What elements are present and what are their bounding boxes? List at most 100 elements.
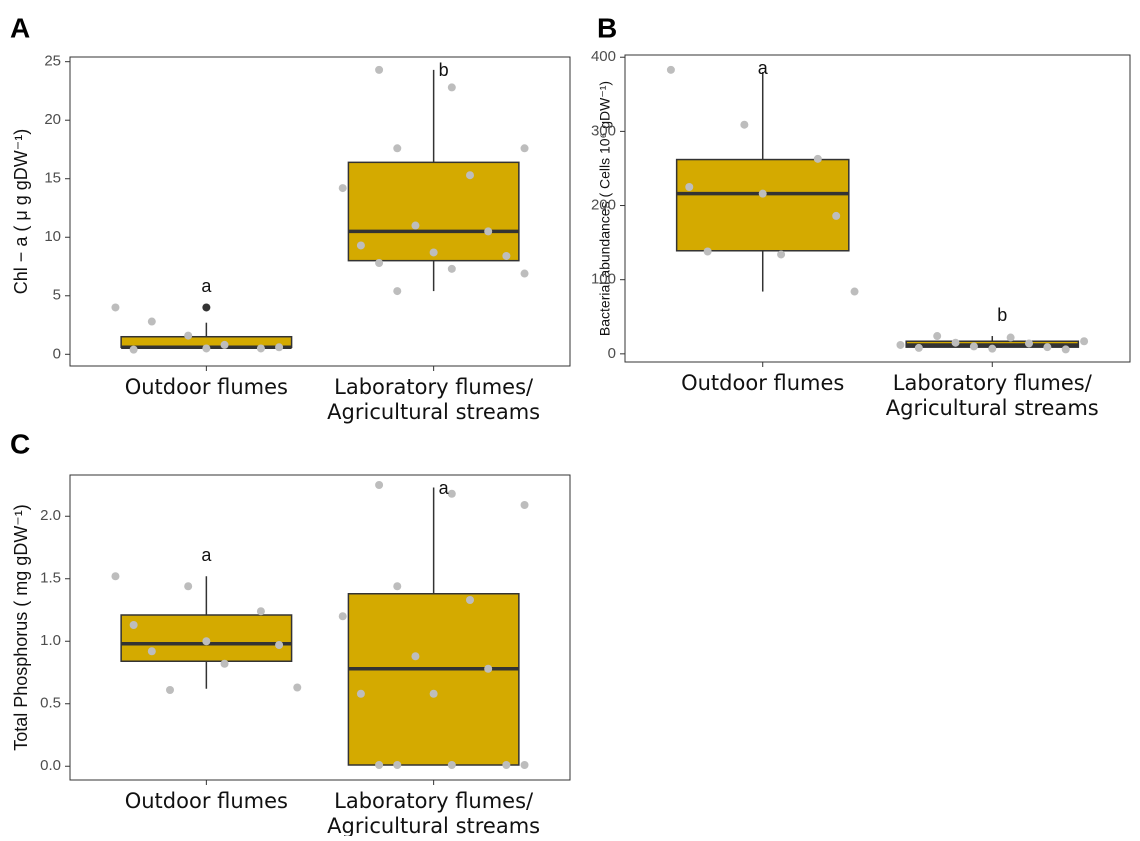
- point: [1006, 333, 1015, 342]
- y-tick-label: 25: [44, 53, 61, 70]
- point: [1025, 339, 1033, 348]
- point: [411, 652, 420, 661]
- x-tick-label: Agricultural streams: [327, 400, 540, 424]
- point: [393, 582, 402, 591]
- y-tick-label: 400: [591, 48, 616, 65]
- x-tick-label: Laboratory flumes/: [334, 375, 534, 399]
- point: [447, 83, 456, 92]
- point: [466, 596, 474, 604]
- significance-letter: b: [439, 60, 449, 80]
- point: [375, 481, 384, 489]
- plot-frame: [624, 54, 1131, 363]
- point: [703, 247, 712, 256]
- box: [675, 158, 850, 252]
- y-tick-label: 5: [53, 287, 61, 304]
- point: [256, 607, 265, 616]
- panel-label: C: [10, 428, 30, 459]
- point: [166, 686, 174, 694]
- point: [220, 659, 229, 668]
- y-tick-label: 300: [591, 122, 616, 139]
- point: [520, 269, 529, 278]
- y-axis-label: Bacterial abundances ( Cells 10⁶ gDW⁻¹): [597, 81, 613, 336]
- point: [502, 251, 511, 260]
- point: [1061, 345, 1070, 354]
- point: [147, 647, 156, 656]
- point: [685, 182, 694, 191]
- y-tick-label: 0: [608, 345, 616, 362]
- significance-letter: a: [439, 478, 450, 498]
- point: [147, 317, 156, 326]
- point: [933, 332, 942, 341]
- y-tick-label: 200: [591, 197, 616, 214]
- outlier: [202, 303, 211, 312]
- point: [447, 264, 456, 273]
- point: [740, 120, 749, 129]
- point: [184, 582, 193, 591]
- x-tick-label: Outdoor flumes: [125, 375, 288, 399]
- point: [356, 689, 365, 698]
- point: [111, 303, 120, 312]
- x-tick-label: Outdoor flumes: [681, 371, 844, 395]
- point: [484, 664, 493, 673]
- point: [202, 344, 211, 353]
- significance-letter: a: [201, 276, 212, 296]
- y-tick-label: 1.5: [40, 570, 61, 587]
- y-axis-label: Chl − a ( μ g gDW⁻¹): [11, 129, 31, 294]
- point: [293, 683, 302, 692]
- significance-letter: a: [201, 545, 212, 565]
- point: [338, 612, 347, 621]
- plot-frame: [69, 474, 571, 781]
- point: [338, 184, 347, 193]
- point: [969, 342, 978, 351]
- x-tick-label: Laboratory flumes/: [893, 371, 1093, 395]
- y-tick-label: 0.5: [40, 695, 61, 712]
- box: [347, 161, 520, 262]
- panel-label: B: [597, 12, 617, 43]
- point: [393, 761, 402, 769]
- point: [393, 287, 402, 296]
- point: [914, 343, 923, 352]
- y-tick-label: 0: [53, 345, 61, 362]
- panel-label: A: [10, 12, 30, 43]
- y-tick-label: 1.0: [40, 632, 61, 649]
- point: [520, 144, 529, 153]
- point: [202, 637, 211, 646]
- point: [850, 287, 859, 296]
- point: [666, 65, 675, 74]
- point: [447, 489, 456, 498]
- point: [275, 641, 284, 649]
- y-tick-label: 2.0: [40, 507, 61, 524]
- x-tick-label: Outdoor flumes: [125, 789, 288, 813]
- point: [520, 501, 529, 509]
- point: [275, 343, 284, 352]
- point: [832, 211, 841, 220]
- point: [411, 221, 420, 230]
- point: [220, 340, 229, 349]
- plot-frame: [69, 56, 571, 367]
- point: [429, 689, 438, 698]
- point: [429, 248, 438, 257]
- point: [951, 338, 960, 347]
- point: [777, 250, 786, 259]
- y-tick-label: 20: [44, 111, 61, 128]
- point: [129, 345, 138, 354]
- point: [375, 259, 384, 267]
- point: [520, 761, 529, 769]
- point: [502, 761, 511, 769]
- y-tick-label: 0.0: [40, 757, 61, 774]
- point: [813, 154, 822, 163]
- point: [184, 331, 193, 340]
- y-tick-label: 10: [44, 228, 61, 245]
- point: [129, 621, 138, 629]
- x-tick-label: Agricultural streams: [886, 396, 1099, 420]
- point: [356, 241, 365, 250]
- y-axis-label: Total Phosphorus ( mg gDW⁻¹): [11, 504, 31, 751]
- point: [1043, 343, 1052, 352]
- point: [375, 65, 384, 74]
- point: [466, 171, 474, 180]
- point: [1080, 337, 1089, 346]
- y-tick-label: 15: [44, 170, 61, 187]
- point: [484, 227, 493, 236]
- point: [256, 344, 265, 353]
